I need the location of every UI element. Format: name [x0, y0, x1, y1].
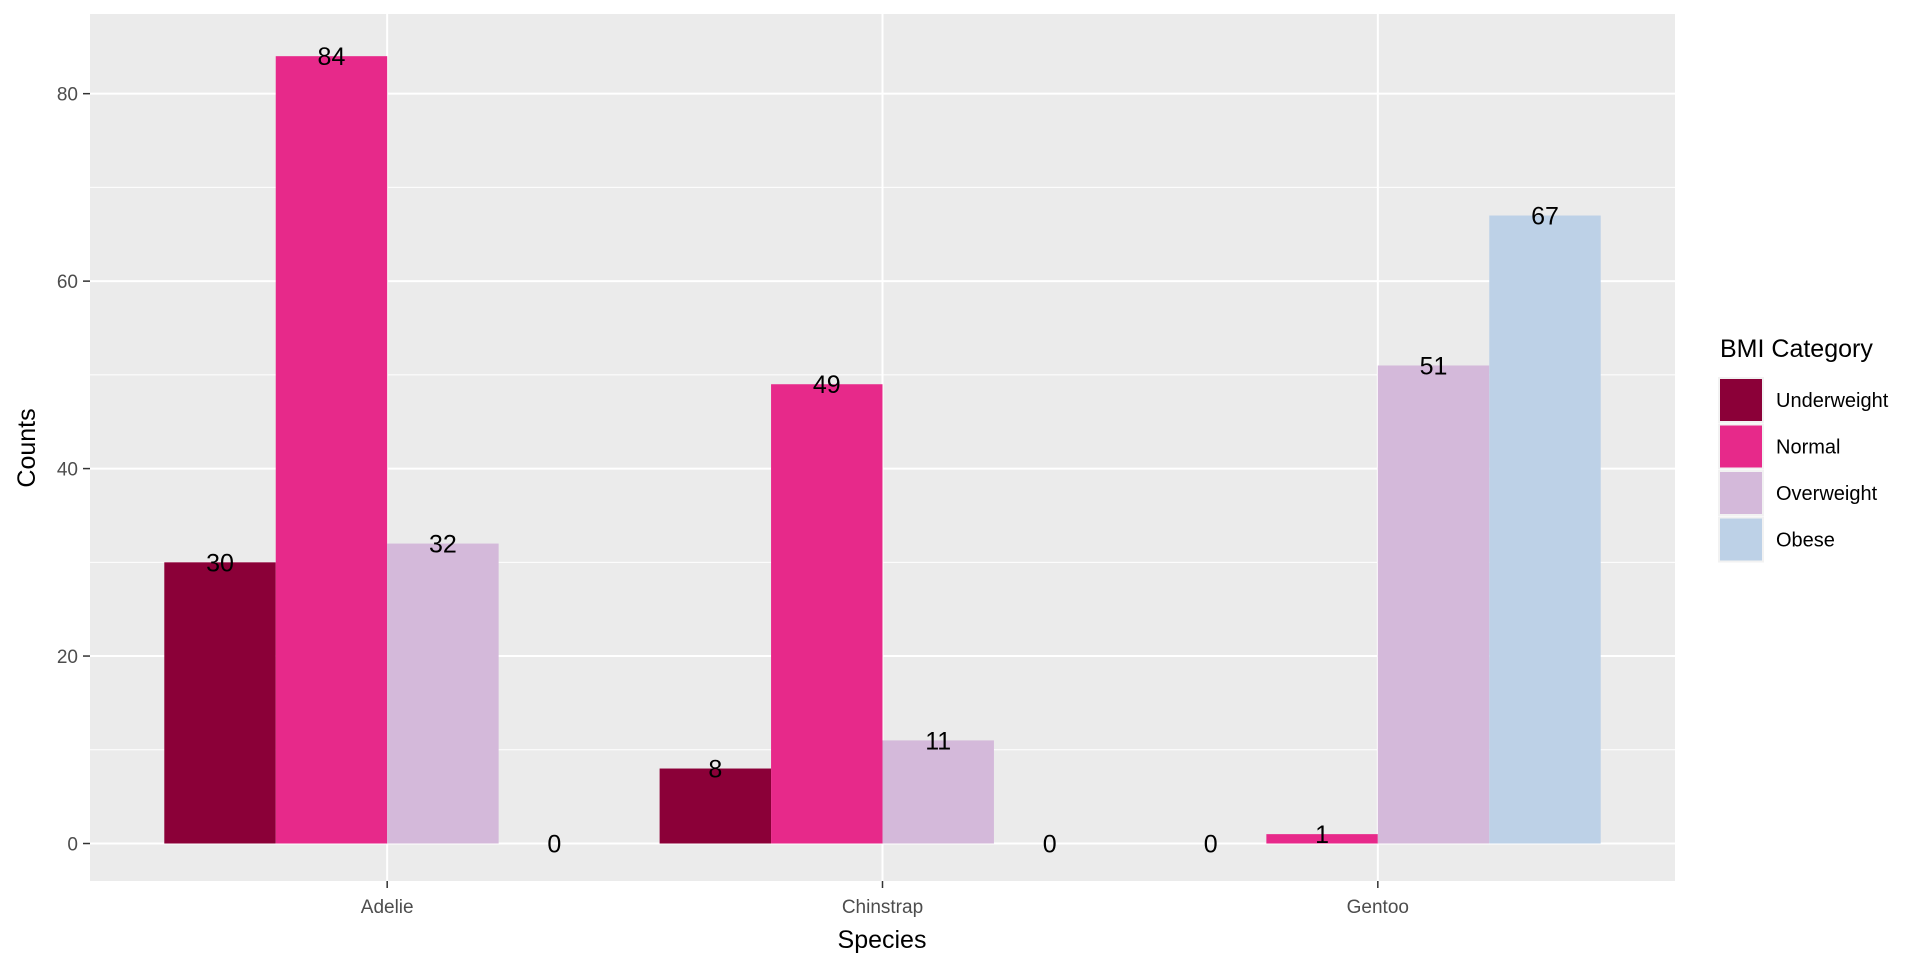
bars	[164, 56, 1601, 844]
bar	[659, 768, 772, 844]
y-tick-label: 60	[57, 272, 78, 293]
data-label: 8	[708, 756, 722, 784]
x-axis: Adelie Chinstrap Gentoo	[361, 881, 1409, 918]
legend: BMI Category Underweight Normal Overweight…	[1718, 335, 1889, 563]
legend-swatch	[1720, 425, 1762, 468]
data-label: 84	[318, 43, 346, 71]
legend-swatch	[1720, 472, 1762, 514]
x-tick-label: Chinstrap	[842, 897, 923, 918]
data-label: 51	[1420, 352, 1448, 380]
bar	[1489, 215, 1601, 844]
data-label: 1	[1315, 821, 1329, 849]
legend-label: Underweight	[1776, 390, 1889, 412]
legend-label: Normal	[1776, 437, 1840, 459]
data-label: 32	[429, 531, 457, 559]
data-label: 67	[1531, 203, 1559, 231]
bar	[1266, 834, 1378, 844]
data-label: 30	[206, 549, 234, 577]
legend-swatch	[1720, 379, 1762, 421]
bar	[275, 56, 388, 844]
data-labels: 30 84 32 0 8 49 11 0 0 1 51 67	[206, 43, 1559, 858]
legend-title: BMI Category	[1720, 335, 1873, 363]
bar	[882, 740, 994, 844]
data-label: 49	[813, 371, 841, 399]
data-label: 0	[1204, 831, 1218, 859]
y-tick-label: 80	[57, 85, 78, 106]
legend-label: Overweight	[1776, 483, 1878, 505]
y-tick-label: 0	[67, 835, 78, 856]
x-tick-label: Gentoo	[1347, 897, 1409, 918]
legend-swatch	[1720, 518, 1762, 561]
x-axis-title: Species	[838, 926, 927, 954]
bar	[771, 384, 883, 844]
y-tick-label: 20	[57, 647, 78, 668]
bar	[164, 562, 276, 844]
data-label: 0	[547, 831, 561, 859]
data-label: 0	[1043, 831, 1057, 859]
data-label: 11	[925, 727, 951, 755]
y-axis: 0 20 40 60 80	[57, 85, 90, 856]
bar	[1377, 365, 1490, 844]
bar	[387, 543, 499, 844]
legend-label: Obese	[1776, 530, 1835, 552]
y-tick-label: 40	[57, 460, 78, 481]
y-axis-title: Counts	[13, 408, 41, 487]
x-tick-label: Adelie	[361, 897, 414, 918]
